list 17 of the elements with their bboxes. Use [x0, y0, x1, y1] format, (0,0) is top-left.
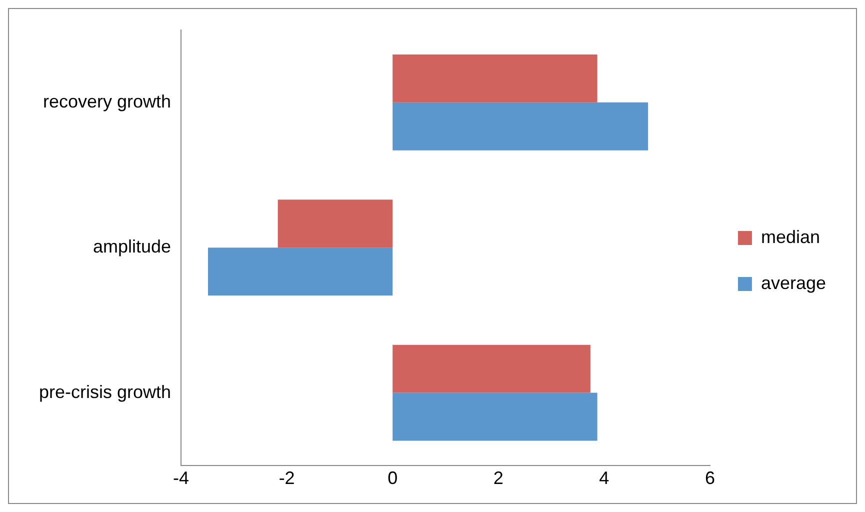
bar	[392, 102, 648, 150]
bar	[208, 248, 393, 296]
y-tick-label: amplitude	[92, 236, 172, 257]
legend-label: median	[760, 226, 820, 247]
legend-label: average	[760, 272, 826, 293]
x-tick-label: -2	[278, 468, 295, 488]
x-tick-label: 6	[704, 468, 715, 488]
bar	[278, 200, 393, 248]
x-tick-label: 0	[388, 468, 398, 488]
x-tick-label: 4	[599, 468, 610, 488]
bar	[392, 344, 590, 393]
y-tick-label: recovery growth	[42, 91, 172, 112]
y-tick-label: pre-crisis growth	[39, 382, 172, 402]
bar	[392, 392, 598, 441]
x-tick-label: 2	[493, 468, 504, 488]
bar	[392, 54, 598, 102]
x-tick-label: -4	[173, 468, 190, 488]
